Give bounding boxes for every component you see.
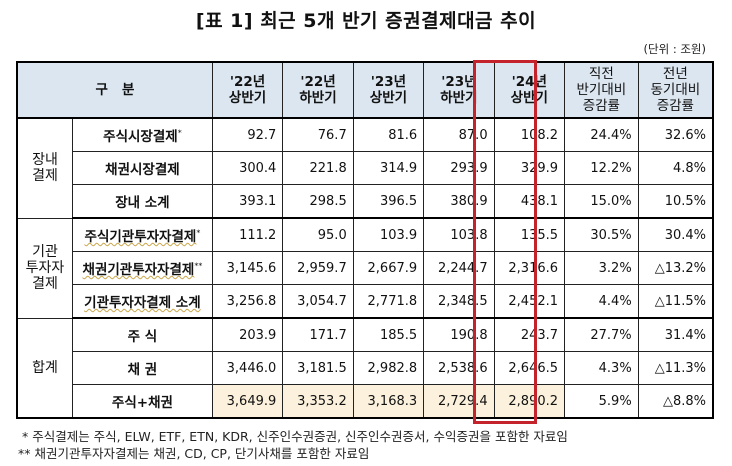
cell-chg-yoy: △11.5% (637, 284, 714, 319)
unit-label: (단위 : 조원) (643, 42, 706, 56)
cell-value: 111.2 (211, 217, 284, 252)
cell-chg-prev: 4.3% (564, 351, 639, 385)
header-row: 구 분 '22년 상반기 '22년 하반기 '23년 상반기 '23년 하반기 '24년… (16, 61, 714, 119)
row-label: 주식시장결제* (72, 117, 213, 152)
header-period-24h1: '24년 상반기 (493, 61, 566, 119)
row-label: 채 권 (72, 351, 213, 385)
cell-chg-prev: 24.4% (564, 117, 639, 152)
cell-value: 2,348.5 (423, 284, 495, 319)
cell-chg-yoy: △11.3% (637, 351, 714, 385)
table-row: 장내 결제 주식시장결제* 92.7 76.7 81.6 87.0 108.2 2… (16, 117, 714, 219)
cell-value: 95.0 (282, 217, 354, 252)
cell-value: 3,181.5 (282, 351, 354, 385)
row-label: 기관투자자결제 소계 (72, 284, 213, 319)
cell-value: 2,729.4 (423, 384, 495, 419)
cell-value: 190.8 (423, 317, 495, 352)
cell-value: 203.9 (211, 317, 284, 352)
cell-value: 2,982.8 (352, 351, 425, 385)
cell-value: 438.1 (493, 184, 566, 219)
cell-value: 380.9 (423, 184, 495, 219)
cell-chg-yoy: 4.8% (637, 151, 714, 185)
cell-value: 185.5 (352, 317, 425, 352)
row-label: 주식기관투자자결제* (72, 217, 213, 252)
cell-chg-prev: 4.4% (564, 284, 639, 319)
cell-chg-prev: 15.0% (564, 184, 639, 219)
table-row: 기관 투자자 결제 주식기관투자자결제* 111.2 95.0 103.9 103.… (16, 217, 714, 319)
cell-value: 2,316.6 (493, 251, 566, 285)
cell-value: 81.6 (352, 117, 425, 152)
cell-chg-prev: 30.5% (564, 217, 639, 252)
cell-chg-yoy: △8.8% (637, 384, 714, 419)
table-title: [표 1] 최근 5개 반기 증권결제대금 추이 (195, 10, 537, 32)
cell-value: 2,959.7 (282, 251, 354, 285)
header-chg-yoy: 전년 동기대비 증감률 (637, 61, 714, 119)
cell-value: 3,256.8 (211, 284, 284, 319)
cell-chg-prev: 12.2% (564, 151, 639, 185)
cell-value: 3,054.7 (282, 284, 354, 319)
row-label: 채권기관투자자결제** (72, 251, 213, 285)
cell-value: 3,145.6 (211, 251, 284, 285)
table-row: 합계 주 식 203.9 171.7 185.5 190.8 243.7 27.… (16, 317, 714, 419)
group-label-exchange: 장내 결제 (16, 117, 73, 219)
cell-value: 2,646.5 (493, 351, 566, 385)
cell-value: 92.7 (211, 117, 284, 152)
cell-value: 3,353.2 (282, 384, 354, 419)
cell-value: 293.9 (423, 151, 495, 185)
cell-value: 243.7 (493, 317, 566, 352)
cell-value: 396.5 (352, 184, 425, 219)
row-label: 주 식 (72, 317, 213, 352)
cell-value: 2,890.2 (493, 384, 566, 419)
cell-value: 135.5 (493, 217, 566, 252)
cell-value: 393.1 (211, 184, 284, 219)
cell-value: 314.9 (352, 151, 425, 185)
header-period-23h2: '23년 하반기 (423, 61, 495, 119)
table-row: 채권시장결제 300.4 221.8 314.9 293.9 329.9 12.… (17, 151, 714, 185)
cell-value: 2,667.9 (352, 251, 425, 285)
cell-value: 2,538.6 (423, 351, 495, 385)
table-row: 채권기관투자자결제** 3,145.6 2,959.7 2,667.9 2,24… (17, 251, 714, 285)
row-label: 주식+채권 (72, 384, 213, 419)
cell-value: 3,649.9 (211, 384, 284, 419)
table-row: 장내 소계 393.1 298.5 396.5 380.9 438.1 15.0… (17, 184, 714, 219)
cell-chg-prev: 5.9% (564, 384, 639, 419)
cell-value: 2,244.7 (423, 251, 495, 285)
cell-value: 221.8 (282, 151, 354, 185)
footnotes: * 주식결제는 주식, ELW, ETF, ETN, KDR, 신주인수권증권,… (18, 428, 568, 462)
footnote-bond: ** 채권기관투자자결제는 채권, CD, CP, 단기사채를 포함한 자료임 (18, 446, 370, 461)
group-label-institutional: 기관 투자자 결제 (16, 217, 73, 319)
cell-value: 298.5 (282, 184, 354, 219)
cell-value: 108.2 (493, 117, 566, 152)
cell-value: 329.9 (493, 151, 566, 185)
cell-value: 3,446.0 (211, 351, 284, 385)
cell-chg-yoy: 30.4% (637, 217, 714, 252)
cell-chg-yoy: 31.4% (637, 317, 714, 352)
cell-value: 171.7 (282, 317, 354, 352)
cell-value: 300.4 (211, 151, 284, 185)
cell-value: 3,168.3 (352, 384, 425, 419)
cell-chg-yoy: △13.2% (637, 251, 714, 285)
table-row: 채 권 3,446.0 3,181.5 2,982.8 2,538.6 2,64… (17, 351, 714, 385)
row-label: 채권시장결제 (72, 151, 213, 185)
cell-value: 87.0 (423, 117, 495, 152)
header-period-23h1: '23년 상반기 (352, 61, 425, 119)
cell-chg-yoy: 32.6% (637, 117, 714, 152)
cell-chg-prev: 3.2% (564, 251, 639, 285)
row-label: 장내 소계 (72, 184, 213, 219)
cell-value: 103.9 (352, 217, 425, 252)
cell-chg-prev: 27.7% (564, 317, 639, 352)
header-period-22h1: '22년 상반기 (211, 61, 284, 119)
footnote-stock: * 주식결제는 주식, ELW, ETF, ETN, KDR, 신주인수권증권,… (18, 429, 568, 444)
table-row: 기관투자자결제 소계 3,256.8 3,054.7 2,771.8 2,348… (17, 284, 714, 319)
settlement-table: 구 분 '22년 상반기 '22년 하반기 '23년 상반기 '23년 하반기 '24년… (16, 61, 714, 419)
cell-value: 103.8 (423, 217, 495, 252)
cell-value: 76.7 (282, 117, 354, 152)
header-chg-prev: 직전 반기대비 증감률 (564, 61, 639, 119)
header-period-22h2: '22년 하반기 (282, 61, 354, 119)
cell-chg-yoy: 10.5% (637, 184, 714, 219)
table-row-grand-total: 주식+채권 3,649.9 3,353.2 3,168.3 2,729.4 2,… (17, 384, 714, 419)
group-label-total: 합계 (16, 317, 73, 419)
header-category: 구 분 (16, 61, 213, 119)
cell-value: 2,771.8 (352, 284, 425, 319)
cell-value: 2,452.1 (493, 284, 566, 319)
